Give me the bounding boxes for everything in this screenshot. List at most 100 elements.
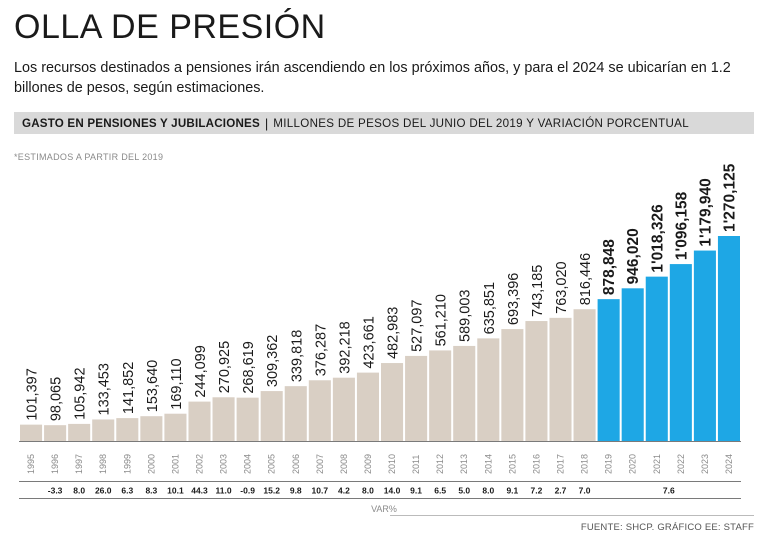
year-label-2014: 2014 — [483, 454, 493, 474]
value-label-2023: 1'179,940 — [697, 178, 714, 246]
value-label-2013: 589,003 — [458, 290, 474, 342]
variation-2006: 9.8 — [290, 486, 302, 496]
year-label-2011: 2011 — [411, 455, 421, 474]
bar-1996 — [44, 425, 67, 441]
year-label-2008: 2008 — [339, 454, 349, 474]
chart-header-separator: | — [264, 115, 269, 131]
value-label-2017: 763,020 — [554, 261, 570, 313]
year-label-2020: 2020 — [628, 454, 638, 474]
variation-estimated: 7.6 — [663, 486, 675, 496]
year-label-2006: 2006 — [291, 454, 301, 474]
source-note: FUENTE: SHCP. GRÁFICO EE: STAFF — [580, 522, 754, 533]
year-label-2001: 2001 — [170, 454, 180, 474]
chart-title: GASTO EN PENSIONES Y JUBILACIONES — [22, 116, 260, 130]
bar-1998 — [92, 419, 115, 441]
year-label-1999: 1999 — [122, 454, 132, 474]
year-label-2019: 2019 — [604, 454, 614, 474]
variation-2007: 10.7 — [312, 486, 329, 496]
bar-2021 — [645, 276, 668, 441]
bar-2018 — [573, 309, 596, 441]
variation-2010: 14.0 — [384, 486, 401, 496]
year-label-2010: 2010 — [387, 454, 397, 474]
year-label-2002: 2002 — [195, 454, 205, 474]
year-label-2007: 2007 — [315, 454, 325, 474]
variation-2001: 10.1 — [167, 486, 184, 496]
year-label-2022: 2022 — [676, 454, 686, 474]
subtitle: Los recursos destinados a pensiones irán… — [14, 60, 731, 96]
variation-2004: -0.9 — [240, 486, 255, 496]
bar-2010 — [381, 363, 404, 441]
variation-2018: 7.0 — [579, 486, 591, 496]
bar-2023 — [693, 250, 716, 441]
year-label-2015: 2015 — [507, 454, 517, 474]
value-label-2018: 816,446 — [578, 253, 594, 305]
year-label-1996: 1996 — [50, 454, 60, 474]
value-label-1999: 141,852 — [121, 362, 137, 414]
year-label-1997: 1997 — [74, 454, 84, 474]
bar-2020 — [621, 288, 644, 441]
variation-2016: 7.2 — [531, 486, 543, 496]
value-label-2003: 270,925 — [217, 341, 233, 393]
value-label-2001: 169,110 — [169, 358, 185, 409]
variation-2008: 4.2 — [338, 486, 350, 496]
variation-axis-label: VAR% — [371, 504, 397, 514]
variation-2013: 5.0 — [458, 486, 470, 496]
bar-2001 — [164, 413, 187, 441]
year-label-2013: 2013 — [459, 454, 469, 474]
bar-1995 — [20, 424, 43, 441]
year-label-2005: 2005 — [267, 454, 277, 474]
bar-2007 — [308, 380, 331, 441]
value-label-2000: 153,640 — [145, 360, 161, 412]
value-label-2010: 482,983 — [386, 307, 402, 359]
variation-2005: 15.2 — [263, 486, 280, 496]
variation-1998: 26.0 — [95, 486, 112, 496]
year-label-2018: 2018 — [580, 454, 590, 474]
estimates-note: *ESTIMADOS A PARTIR DEL 2019 — [14, 152, 164, 162]
bar-2015 — [501, 329, 524, 441]
variation-1997: 8.0 — [73, 486, 85, 496]
value-label-2002: 244,099 — [193, 345, 209, 397]
bar-2005 — [260, 391, 283, 441]
year-label-2024: 2024 — [724, 454, 734, 474]
value-label-2024: 1'270,125 — [721, 163, 738, 232]
bar-2017 — [549, 317, 572, 441]
value-label-2021: 1'018,326 — [649, 204, 666, 273]
bar-1999 — [116, 418, 139, 441]
value-label-2022: 1'096,158 — [673, 191, 690, 260]
value-label-2016: 743,185 — [530, 265, 546, 317]
bar-2012 — [429, 350, 452, 441]
variation-2009: 8.0 — [362, 486, 374, 496]
value-label-1997: 105,942 — [73, 367, 89, 419]
value-label-2020: 946,020 — [625, 228, 642, 284]
bar-2009 — [356, 372, 379, 441]
value-label-2009: 423,661 — [361, 316, 377, 368]
year-label-2017: 2017 — [556, 454, 566, 474]
bar-2019 — [597, 299, 620, 441]
variation-1996: -3.3 — [48, 486, 63, 496]
bar-2011 — [405, 355, 428, 441]
value-label-2014: 635,851 — [482, 282, 498, 334]
source-divider — [390, 515, 754, 516]
value-label-2007: 376,287 — [313, 324, 329, 376]
year-label-2012: 2012 — [435, 454, 445, 474]
bar-2016 — [525, 321, 548, 441]
bar-2022 — [669, 264, 692, 441]
value-label-2008: 392,218 — [337, 321, 353, 373]
value-label-2006: 339,818 — [289, 330, 305, 382]
value-label-2015: 693,396 — [506, 273, 522, 325]
value-label-2011: 527,097 — [410, 300, 426, 352]
variation-2003: 11.0 — [216, 486, 232, 496]
chart-header-band: GASTO EN PENSIONES Y JUBILACIONES | MILL… — [14, 112, 754, 134]
year-label-1995: 1995 — [26, 454, 36, 474]
chart-units: MILLONES DE PESOS DEL JUNIO DEL 2019 Y V… — [273, 116, 689, 130]
value-label-2004: 268,619 — [241, 341, 257, 393]
year-label-2003: 2003 — [219, 454, 229, 474]
variation-2014: 8.0 — [482, 486, 494, 496]
variation-2011: 9.1 — [410, 486, 422, 496]
value-label-2019: 878,848 — [601, 239, 618, 295]
value-label-1995: 101,397 — [25, 368, 41, 420]
year-label-2000: 2000 — [146, 454, 156, 474]
page-title: OLLA DE PRESIÓN — [14, 8, 326, 46]
year-label-2004: 2004 — [243, 454, 253, 474]
